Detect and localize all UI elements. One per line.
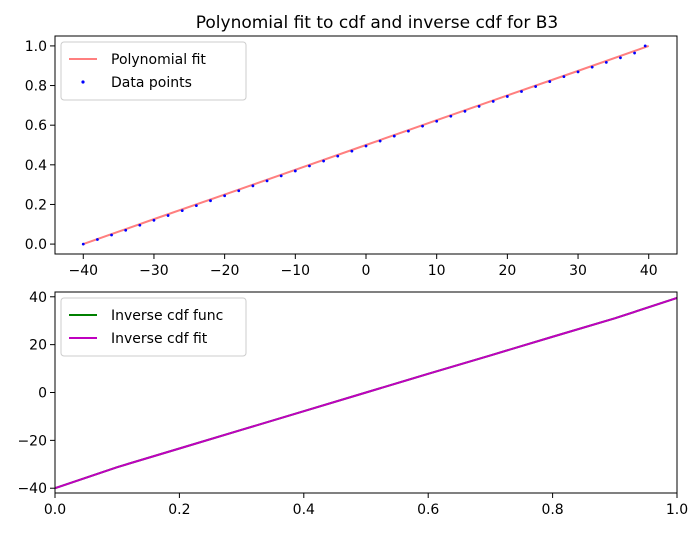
- data-point: [378, 139, 382, 143]
- data-point: [463, 109, 467, 113]
- data-point: [180, 209, 184, 213]
- y-tick-label: 0.4: [25, 158, 47, 174]
- y-tick-label: 40: [29, 290, 47, 306]
- subplot-2: 0.0 0.2 0.4 0.6 0.8 1.0 −40 −20 0 20 40 Inverse cdf…: [17, 290, 688, 518]
- data-point: [194, 204, 198, 208]
- data-point: [491, 100, 495, 103]
- legend-label: Inverse cdf fit: [111, 331, 208, 347]
- data-point: [81, 242, 85, 246]
- x-tick-label: −20: [210, 263, 240, 279]
- data-point: [643, 44, 647, 48]
- x-tick-label: 0.6: [417, 502, 439, 518]
- data-point: [435, 119, 439, 123]
- data-point: [209, 199, 212, 203]
- data-point: [590, 65, 594, 69]
- data-point: [322, 159, 325, 163]
- y-tick-label: 0.6: [25, 118, 47, 134]
- data-point: [576, 70, 580, 74]
- data-point: [308, 164, 311, 168]
- data-point: [477, 104, 481, 108]
- x-tick-label: 0.8: [541, 502, 563, 518]
- data-point: [293, 169, 297, 173]
- y-tick-label: −20: [17, 433, 47, 449]
- series-line-2-2: [54, 297, 678, 490]
- y-tick-label: 20: [29, 338, 47, 354]
- legend-box: [60, 297, 247, 357]
- data-point: [364, 144, 368, 148]
- y-tick-label: 0.2: [25, 197, 47, 213]
- subplot-1: −40 −30 −20 −10 0 10 20 30 40 0.0 0.2 0.4 0.6 0.8 1.0 P…: [25, 35, 678, 279]
- data-point: [562, 75, 566, 79]
- data-point: [633, 51, 636, 55]
- data-point: [534, 85, 538, 88]
- x-tick-label: 1.0: [666, 502, 688, 518]
- y-tick-label: 0.8: [25, 79, 47, 95]
- legend-label: Inverse cdf func: [111, 308, 223, 324]
- data-point: [138, 223, 142, 227]
- y-tick-label: 1.0: [25, 39, 47, 55]
- legend-box: [60, 41, 247, 101]
- x-tick-label: 0.0: [44, 502, 66, 518]
- x-tick-label: −10: [281, 263, 311, 279]
- data-point: [548, 80, 552, 83]
- y-tick-label: 0.0: [25, 237, 47, 253]
- legend-1: Polynomial fit Data points: [60, 41, 247, 101]
- x-tick-label: 0: [362, 263, 371, 279]
- data-point: [279, 174, 283, 178]
- data-point: [124, 228, 128, 232]
- x-tick-label: 30: [569, 263, 587, 279]
- legend-2: Inverse cdf func Inverse cdf fit: [60, 297, 247, 357]
- data-point: [421, 124, 424, 128]
- legend-label: Data points: [111, 75, 192, 91]
- data-point: [520, 90, 523, 93]
- data-point: [336, 154, 340, 158]
- chart-title: Polynomial fit to cdf and inverse cdf fo…: [196, 13, 559, 33]
- data-point: [350, 149, 354, 153]
- x-tick-label: 0.4: [293, 502, 315, 518]
- data-point: [96, 238, 99, 241]
- data-point: [166, 214, 170, 217]
- data-point: [392, 134, 396, 138]
- data-point: [152, 218, 156, 222]
- x-tick-label: 0.2: [168, 502, 190, 518]
- data-point: [110, 233, 113, 237]
- data-point: [619, 56, 622, 60]
- legend-label: Polynomial fit: [111, 52, 206, 68]
- y-tick-label: −40: [17, 481, 47, 497]
- x-tick-label: 40: [640, 263, 658, 279]
- x-tick-label: −30: [139, 263, 169, 279]
- x-tick-label: 20: [498, 263, 516, 279]
- data-point: [251, 184, 255, 188]
- data-point: [237, 189, 241, 193]
- data-point: [604, 60, 608, 64]
- legend-swatch: [81, 80, 85, 84]
- data-point: [505, 95, 509, 98]
- y-tick-label: 0: [38, 386, 47, 402]
- data-point: [449, 114, 453, 118]
- x-tick-label: 10: [428, 263, 446, 279]
- x-tick-label: −40: [68, 263, 98, 279]
- data-point: [265, 179, 269, 183]
- data-point: [407, 129, 410, 133]
- data-point: [223, 194, 227, 198]
